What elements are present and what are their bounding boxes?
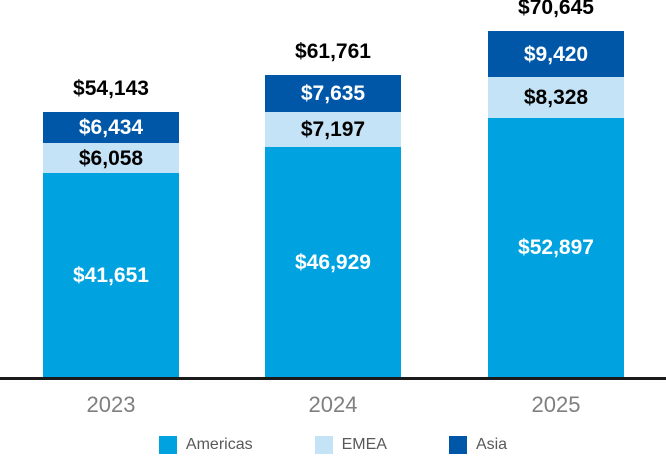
segment-value-label: $6,058: [78, 146, 144, 170]
segment-emea-2025: $8,328: [488, 77, 624, 119]
legend-item-asia: Asia: [448, 436, 508, 454]
segment-emea-2024: $7,197: [265, 112, 401, 148]
legend-swatch-icon: [314, 436, 333, 454]
segment-value-label: $52,897: [518, 236, 594, 259]
segment-value-label: $7,197: [300, 118, 366, 142]
segment-value-label: $46,929: [295, 250, 371, 274]
x-axis-label-2025: 2025: [531, 392, 581, 417]
bar-total-label: $61,761: [295, 39, 371, 63]
segment-asia-2025: $9,420: [488, 31, 624, 78]
segment-value-label: $9,420: [523, 42, 589, 66]
chart-legend: Americas EMEA Asia: [0, 436, 666, 454]
x-axis-label-2024: 2024: [308, 392, 358, 417]
legend-swatch-icon: [448, 436, 467, 454]
legend-swatch-icon: [158, 436, 177, 454]
legend-item-emea: EMEA: [314, 436, 387, 454]
segment-value-label: $41,651: [73, 263, 149, 287]
segment-value-label: $6,434: [78, 116, 144, 140]
segment-emea-2023: $6,058: [43, 143, 179, 174]
segment-americas-2025: $52,897: [488, 118, 624, 377]
legend-label: Asia: [475, 436, 508, 453]
legend-label: Americas: [185, 436, 253, 453]
bar-2024: $7,635 $7,197 $46,929: [265, 74, 401, 377]
segment-americas-2024: $46,929: [265, 147, 401, 377]
legend-label: EMEA: [341, 436, 387, 453]
segment-americas-2023: $41,651: [43, 173, 179, 377]
segment-value-label: $7,635: [300, 81, 366, 105]
bar-total-label: $54,143: [73, 76, 149, 100]
x-axis-label-2023: 2023: [86, 392, 136, 417]
legend-item-americas: Americas: [158, 436, 253, 454]
x-axis-line: [0, 377, 666, 380]
bar-2023: $6,434 $6,058 $41,651: [43, 111, 179, 377]
segment-asia-2023: $6,434: [43, 111, 179, 144]
bar-2025: $9,420 $8,328 $52,897: [488, 31, 624, 377]
bar-total-label: $70,645: [518, 0, 594, 20]
segment-value-label: $8,328: [523, 86, 589, 110]
segment-asia-2024: $7,635: [265, 74, 401, 113]
